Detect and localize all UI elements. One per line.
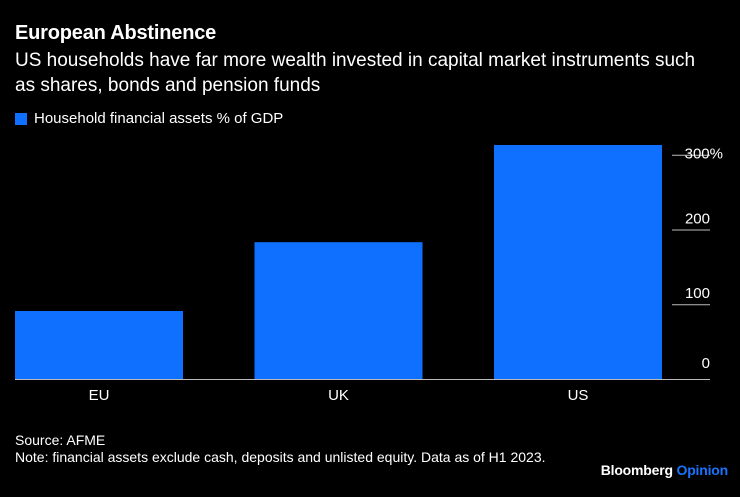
brand-suffix: Opinion bbox=[676, 462, 729, 478]
source-note: Source: AFME bbox=[15, 432, 106, 448]
x-tick-label-eu: EU bbox=[89, 387, 110, 404]
legend-label: Household financial assets % of GDP bbox=[34, 110, 284, 127]
bar-eu bbox=[15, 310, 183, 379]
legend: Household financial assets % of GDP bbox=[15, 110, 283, 127]
brand-name: Bloomberg bbox=[600, 462, 673, 478]
chart-title: European Abstinence bbox=[15, 22, 217, 44]
x-tick-label-us: US bbox=[568, 387, 589, 404]
bar-us bbox=[494, 145, 662, 379]
footnote: Note: financial assets exclude cash, dep… bbox=[15, 449, 546, 465]
legend-swatch bbox=[15, 112, 27, 125]
y-tick-label: 200 bbox=[685, 210, 710, 227]
brand-logo: Bloomberg Opinion bbox=[601, 462, 728, 478]
y-tick-label: 0 bbox=[702, 355, 710, 372]
y-tick-label: 100 bbox=[685, 285, 710, 302]
x-tick-label-uk: UK bbox=[328, 387, 349, 404]
y-tick-label: 300% bbox=[685, 146, 723, 163]
footer: Source: AFME Note: financial assets excl… bbox=[15, 432, 575, 466]
chart-subtitle: US households have far more wealth inves… bbox=[15, 50, 696, 96]
bar-uk bbox=[254, 242, 423, 379]
